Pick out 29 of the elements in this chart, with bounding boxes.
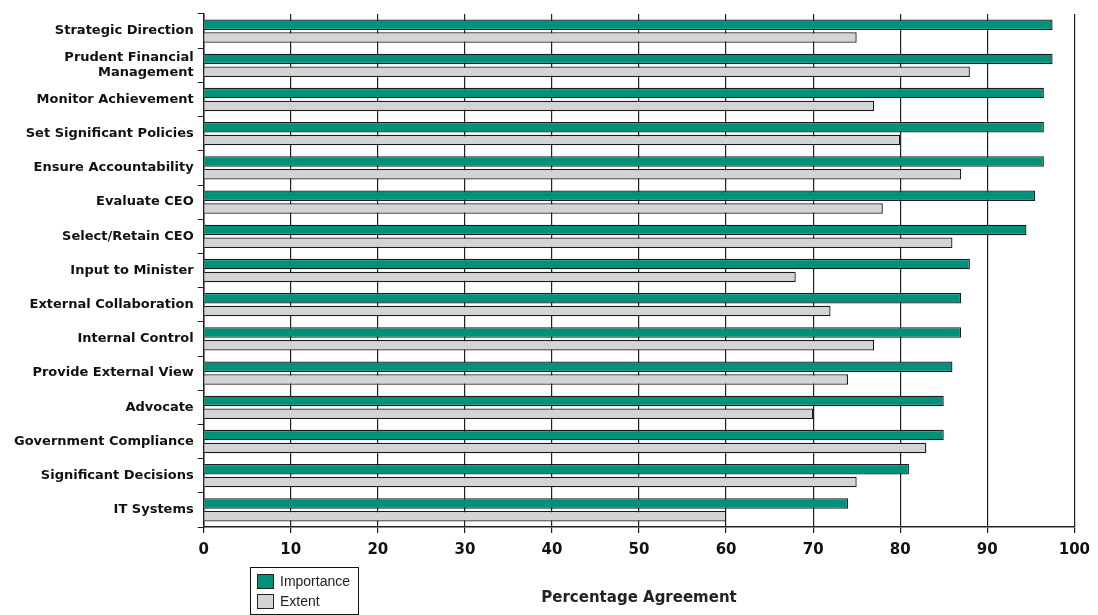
y-tick-label: Select/Retain CEO (62, 227, 194, 243)
x-tick-label: 40 (541, 539, 563, 558)
x-tick-label: 20 (367, 539, 389, 558)
x-tick-label: 90 (976, 539, 998, 558)
legend-label: Extent (280, 593, 320, 609)
y-tick-label: Prudent Financial Management (64, 48, 194, 80)
y-tick-label: Provide External View (32, 364, 194, 380)
y-tick-label: Government Compliance (14, 432, 194, 448)
y-tick-label: Strategic Direction (54, 22, 194, 38)
x-tick-label: 60 (715, 539, 737, 558)
x-axis-title: Percentage Agreement (541, 587, 737, 606)
x-tick-label: 100 (1058, 539, 1090, 558)
x-tick-label: 0 (198, 539, 209, 558)
y-tick-label: Input to Minister (70, 261, 195, 277)
y-tick-label: Ensure Accountability (33, 159, 195, 175)
y-tick-label: Internal Control (77, 330, 194, 346)
x-tick-label: 10 (280, 539, 302, 558)
y-tick-label: IT Systems (113, 501, 194, 517)
y-tick-label: Evaluate CEO (96, 193, 194, 209)
x-tick-label: 80 (889, 539, 911, 558)
y-tick-label: Advocate (125, 398, 194, 414)
y-tick-label: Significant Decisions (40, 467, 194, 483)
y-tick-label: Monitor Achievement (36, 90, 194, 106)
y-tick-label: Set Significant Policies (25, 125, 194, 141)
legend-label: Importance (280, 573, 351, 589)
x-tick-label: 30 (454, 539, 476, 558)
x-tick-label: 50 (628, 539, 650, 558)
y-tick-label: External Collaboration (29, 296, 194, 312)
x-tick-label: 70 (802, 539, 824, 558)
